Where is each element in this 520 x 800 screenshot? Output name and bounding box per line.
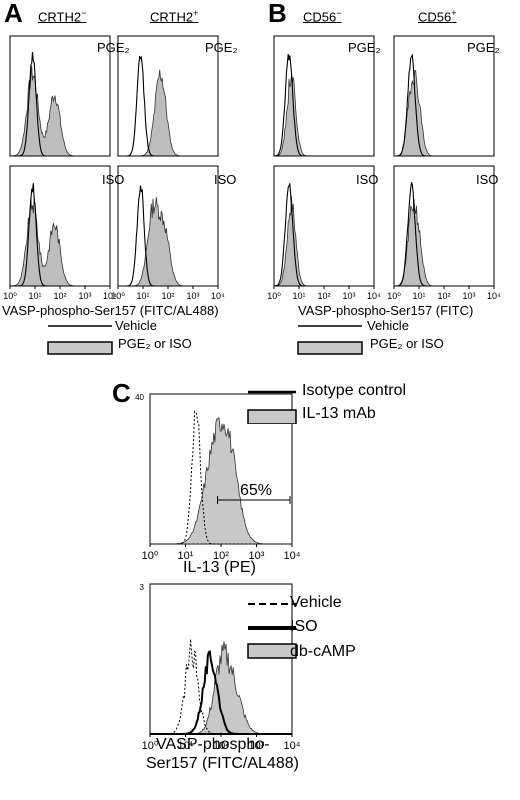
hist-c-bottom-ticklabel-3: 10³ bbox=[249, 740, 265, 752]
hist-a-r2c1-vehicle bbox=[10, 183, 110, 287]
hist-c-bottom-ticklabel-2: 10² bbox=[213, 740, 229, 752]
panel-a-col2-header: CRTH2+ bbox=[150, 8, 199, 25]
hist-c-top-ticklabel-0: 10⁰ bbox=[142, 550, 159, 562]
panel-c-legend-iso: ISO bbox=[290, 618, 318, 635]
hist-c-top-mab bbox=[150, 416, 292, 545]
hist-b-r2c1-treated bbox=[274, 196, 374, 287]
panel-a-col1-header: CRTH2− bbox=[38, 8, 87, 25]
hist-b-r2c2-ticklabel-2: 10² bbox=[437, 291, 450, 300]
hist-c-top-isotype bbox=[150, 410, 292, 545]
hist-a-r2c2-ticklabel-0: 10⁰ bbox=[111, 291, 125, 300]
panel-c-legend-dbcamp: db-cAMP bbox=[290, 643, 356, 660]
hist-a-r2c1-ticklabel-4: 10⁴ bbox=[103, 291, 117, 300]
panel-c-gate-label: 65% bbox=[240, 482, 273, 499]
panel-b-r1c2-label: PGE₂ bbox=[467, 40, 500, 55]
hist-a-r1c2-vehicle bbox=[118, 55, 218, 157]
hist-b-r1c1-vehicle bbox=[273, 54, 374, 157]
panel-a-r1c2-label-2: PGE₂ bbox=[205, 40, 238, 55]
panel-c-bottom-xlabel-line2: Ser157 (FITC/AL488) bbox=[146, 755, 299, 772]
panel-c-legend-mab: IL-13 mAb bbox=[302, 405, 376, 422]
hist-b-r2c2-ticklabel-1: 10¹ bbox=[412, 291, 425, 300]
panel-c-top-xlabel: IL-13 (PE) bbox=[183, 559, 256, 576]
hist-b-r2c1-ticklabel-1: 10¹ bbox=[292, 291, 305, 300]
hist-c-bottom-ticklabel-1: 10¹ bbox=[178, 740, 194, 752]
hist-a-r2c1-ticklabel-0: 10⁰ bbox=[3, 291, 17, 300]
hist-a-r2c1-ticklabel-2: 10² bbox=[53, 291, 66, 300]
hist-c-top-ticklabel-1: 10¹ bbox=[178, 550, 194, 562]
hist-c-top-ticklabel-4: 10⁴ bbox=[284, 550, 301, 562]
panel-a-r2c1-label: ISO bbox=[102, 172, 125, 187]
panel-b-r2c1-label: ISO bbox=[356, 172, 379, 187]
hist-c-top-ytick: 40 bbox=[135, 393, 144, 402]
hist-b-r2c2-vehicle bbox=[394, 182, 494, 287]
panel-c-legend-isotype: Isotype control bbox=[302, 382, 407, 399]
hist-c-bottom-ytick: 3 bbox=[140, 583, 145, 592]
hist-b-r2c1-ticklabel-4: 10⁴ bbox=[367, 291, 381, 300]
panel-a-r1c2-label: PGE₂ bbox=[97, 40, 130, 55]
hist-b-r2c1-ticklabel-3: 10³ bbox=[342, 291, 355, 300]
hist-a-r2c2-ticklabel-3: 10³ bbox=[186, 291, 199, 300]
hist-a-r2c1-ticklabel-1: 10¹ bbox=[28, 291, 41, 300]
hist-b-r1c2-vehicle bbox=[394, 53, 494, 157]
panel-b-legend-swatches bbox=[297, 325, 363, 355]
panel-b-legend-vehicle: Vehicle bbox=[367, 318, 409, 333]
panel-a-legend-vehicle: Vehicle bbox=[115, 318, 157, 333]
panel-c-top-legend-swatches bbox=[247, 390, 297, 424]
hist-c-bottom-vehicle bbox=[150, 639, 292, 735]
panel-b-r1c1-label: PGE₂ bbox=[348, 40, 381, 55]
panel-b-legend-treated: PGE₂ or ISO bbox=[370, 336, 444, 351]
panel-c-bottom-xlabel-line1: VASP-phospho- bbox=[156, 736, 270, 753]
hist-b-r2c1-vehicle bbox=[273, 183, 374, 287]
panel-b-col2-header: CD56+ bbox=[418, 8, 457, 25]
hist-b-r2c2-ticklabel-0: 10⁰ bbox=[387, 291, 401, 300]
hist-a-r1c1-treated bbox=[10, 65, 110, 157]
panel-a-legend-swatches bbox=[47, 325, 113, 355]
hist-c-bottom-ticklabel-0: 10⁰ bbox=[142, 740, 159, 752]
hist-b-r2c2-ticklabel-4: 10⁴ bbox=[487, 291, 501, 300]
panel-a-xlabel: VASP-phospho-Ser157 (FITC/AL488) bbox=[2, 303, 219, 318]
panel-c-letter: C bbox=[112, 378, 131, 408]
hist-a-r1c1-vehicle bbox=[10, 51, 110, 157]
hist-a-r2c2-vehicle bbox=[118, 185, 218, 287]
panel-b-r2c2-label: ISO bbox=[476, 172, 499, 187]
hist-c-bottom-ticklabel-4: 10⁴ bbox=[284, 740, 301, 752]
hist-b-r1c1-treated bbox=[274, 73, 374, 157]
panel-b-letter: B bbox=[268, 0, 287, 28]
panel-b-xlabel: VASP-phospho-Ser157 (FITC) bbox=[298, 303, 474, 318]
hist-b-r2c1-ticklabel-0: 10⁰ bbox=[267, 291, 281, 300]
hist-a-r2c1-ticklabel-3: 10³ bbox=[78, 291, 91, 300]
panel-a-r2c2-label: ISO bbox=[214, 172, 237, 187]
hist-a-r2c2-ticklabel-4: 10⁴ bbox=[211, 291, 225, 300]
panel-a-legend-treated: PGE₂ or ISO bbox=[118, 336, 192, 351]
hist-a-r2c2-ticklabel-1: 10¹ bbox=[136, 291, 149, 300]
hist-a-r2c2-ticklabel-2: 10² bbox=[161, 291, 174, 300]
hist-b-r2c2-ticklabel-3: 10³ bbox=[462, 291, 475, 300]
hist-c-top-ticklabel-2: 10² bbox=[213, 550, 229, 562]
panel-a-letter: A bbox=[4, 0, 23, 28]
panel-c-legend-vehicle: Vehicle bbox=[290, 594, 342, 611]
hist-c-top-ticklabel-3: 10³ bbox=[249, 550, 265, 562]
panel-c-histograms: 10⁰ 10¹ 10² 10³ 10⁴ 10⁰ 10¹ 10² 10³ 10⁴ 40 3 bbox=[135, 393, 301, 752]
panel-b-col1-header: CD56− bbox=[303, 8, 342, 25]
panel-c-bottom-legend-swatches bbox=[247, 603, 297, 659]
hist-b-r2c1-ticklabel-2: 10² bbox=[317, 291, 330, 300]
